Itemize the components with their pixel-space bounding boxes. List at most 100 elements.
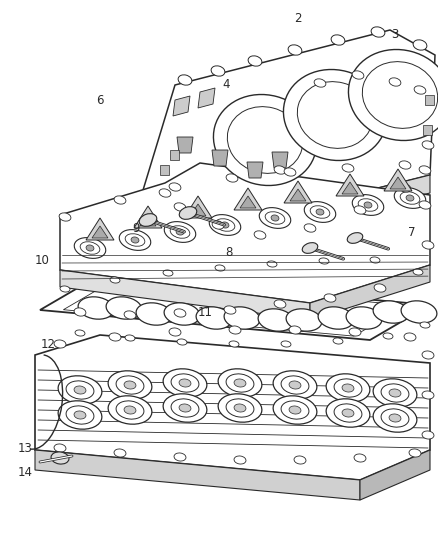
Ellipse shape — [179, 404, 191, 412]
Polygon shape — [284, 181, 312, 203]
Polygon shape — [140, 214, 156, 226]
Ellipse shape — [51, 452, 69, 464]
Ellipse shape — [373, 379, 417, 407]
Ellipse shape — [106, 297, 142, 319]
Ellipse shape — [364, 202, 372, 208]
Ellipse shape — [286, 309, 322, 331]
Ellipse shape — [86, 245, 94, 251]
Polygon shape — [210, 175, 430, 248]
Ellipse shape — [334, 404, 362, 422]
Ellipse shape — [331, 35, 345, 45]
Ellipse shape — [370, 257, 380, 263]
Ellipse shape — [316, 209, 324, 215]
Text: 14: 14 — [18, 465, 32, 479]
Polygon shape — [360, 450, 430, 500]
Ellipse shape — [422, 431, 434, 439]
Ellipse shape — [196, 307, 232, 329]
Ellipse shape — [267, 261, 277, 267]
Text: 3: 3 — [391, 28, 399, 42]
Polygon shape — [234, 188, 262, 210]
Ellipse shape — [171, 399, 199, 417]
Ellipse shape — [354, 454, 366, 462]
Ellipse shape — [211, 66, 225, 76]
Ellipse shape — [174, 453, 186, 461]
Text: 8: 8 — [225, 246, 233, 260]
Ellipse shape — [310, 206, 330, 219]
Ellipse shape — [54, 444, 66, 452]
Ellipse shape — [124, 381, 136, 389]
Ellipse shape — [352, 195, 384, 215]
Ellipse shape — [139, 214, 157, 227]
Text: 9: 9 — [132, 222, 140, 235]
Ellipse shape — [108, 371, 152, 399]
Ellipse shape — [66, 406, 94, 424]
Ellipse shape — [404, 333, 416, 341]
Ellipse shape — [401, 301, 437, 323]
Ellipse shape — [254, 231, 266, 239]
Ellipse shape — [74, 308, 86, 316]
Ellipse shape — [169, 183, 181, 191]
Ellipse shape — [119, 230, 151, 251]
Polygon shape — [177, 137, 193, 153]
Ellipse shape — [60, 286, 70, 292]
Polygon shape — [336, 174, 364, 196]
Polygon shape — [390, 177, 406, 189]
Polygon shape — [134, 206, 162, 228]
Polygon shape — [425, 95, 434, 105]
Ellipse shape — [349, 50, 438, 141]
Ellipse shape — [422, 241, 434, 249]
Ellipse shape — [354, 206, 366, 214]
Polygon shape — [198, 88, 215, 108]
Ellipse shape — [218, 369, 262, 397]
Ellipse shape — [273, 396, 317, 424]
Ellipse shape — [80, 242, 100, 254]
Ellipse shape — [215, 265, 225, 271]
Ellipse shape — [358, 199, 378, 211]
Ellipse shape — [234, 456, 246, 464]
Polygon shape — [247, 162, 263, 178]
Ellipse shape — [389, 78, 401, 86]
Ellipse shape — [59, 213, 71, 221]
Ellipse shape — [284, 168, 296, 176]
Ellipse shape — [54, 340, 66, 348]
Polygon shape — [272, 152, 288, 168]
Ellipse shape — [174, 203, 186, 211]
Ellipse shape — [258, 309, 294, 331]
Ellipse shape — [136, 303, 172, 325]
Ellipse shape — [371, 27, 385, 37]
Ellipse shape — [414, 86, 426, 94]
Text: 7: 7 — [408, 225, 416, 238]
Ellipse shape — [174, 309, 186, 317]
Ellipse shape — [349, 328, 361, 336]
Ellipse shape — [281, 376, 309, 394]
Ellipse shape — [224, 306, 236, 314]
Ellipse shape — [419, 166, 431, 174]
Ellipse shape — [326, 374, 370, 402]
Ellipse shape — [400, 192, 420, 204]
Ellipse shape — [248, 56, 262, 66]
Ellipse shape — [274, 300, 286, 308]
Ellipse shape — [374, 284, 386, 292]
Polygon shape — [173, 96, 190, 116]
Ellipse shape — [114, 449, 126, 457]
Ellipse shape — [229, 326, 241, 334]
Ellipse shape — [302, 243, 318, 253]
Ellipse shape — [163, 369, 207, 397]
Ellipse shape — [131, 237, 139, 243]
Ellipse shape — [373, 404, 417, 432]
Ellipse shape — [347, 232, 363, 244]
Ellipse shape — [226, 374, 254, 392]
Ellipse shape — [209, 215, 241, 236]
Ellipse shape — [259, 208, 291, 228]
Ellipse shape — [78, 297, 114, 319]
Ellipse shape — [74, 386, 86, 394]
Ellipse shape — [420, 322, 430, 328]
Ellipse shape — [176, 229, 184, 235]
Ellipse shape — [179, 379, 191, 387]
Ellipse shape — [324, 294, 336, 302]
Ellipse shape — [381, 384, 409, 402]
Ellipse shape — [294, 456, 306, 464]
Ellipse shape — [273, 371, 317, 399]
Text: 12: 12 — [40, 338, 56, 351]
Ellipse shape — [164, 222, 196, 243]
